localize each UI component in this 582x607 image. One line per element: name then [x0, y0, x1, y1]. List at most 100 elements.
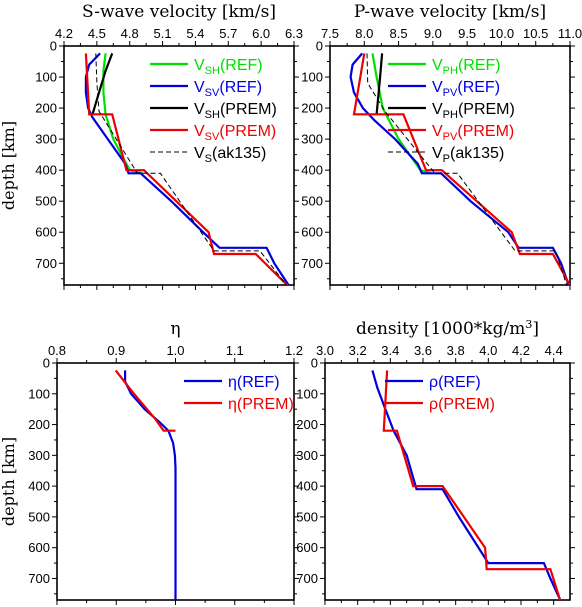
y-tick-label: 0	[50, 39, 57, 54]
x-tick-label: 3.0	[316, 343, 334, 358]
series-line-v-sv-prem-	[84, 53, 289, 285]
y-axis-label: depth [km]	[0, 437, 18, 526]
y-tick-label: 700	[28, 571, 50, 586]
y-tick-label: 200	[301, 101, 323, 116]
y-tick-label: 0	[43, 356, 50, 371]
series-line--ref-	[371, 370, 562, 600]
y-tick-label: 700	[301, 256, 323, 271]
legend-label: η(REF)	[228, 374, 280, 391]
legend-label: VPV(PREM)	[432, 123, 514, 143]
y-tick-label: 100	[296, 386, 318, 401]
legend-label: VPV(REF)	[432, 79, 500, 99]
x-tick-label: 1.0	[166, 343, 184, 358]
y-tick-label: 500	[35, 194, 57, 209]
legend-label: ρ(REF)	[429, 374, 481, 391]
x-tick-label: 0.8	[48, 343, 66, 358]
title-text: density [1000*kg/m	[356, 319, 525, 339]
y-tick-label: 400	[301, 163, 323, 178]
plot-frame	[329, 45, 571, 286]
x-tick-label: 11.0	[558, 26, 582, 41]
x-tick-label: 8.5	[390, 26, 408, 41]
series-line-v-ph-prem-	[375, 53, 384, 115]
series-line-v-pv-prem-	[352, 53, 570, 285]
x-tick-label: 5.7	[219, 26, 237, 41]
x-tick-label: 9.0	[424, 26, 442, 41]
y-tick-label: 600	[301, 225, 323, 240]
y-tick-label: 600	[28, 540, 50, 555]
x-tick-label: 4.2	[512, 343, 530, 358]
panel-1: S-wave velocity [km/s] 4.2 4.5 4.8 5.1 5.4 5.7…	[0, 2, 303, 290]
y-tick-label: 500	[301, 194, 323, 209]
x-tick-label: 4.0	[479, 343, 497, 358]
y-tick-label: 300	[35, 132, 57, 147]
series-line--ref-	[123, 370, 177, 600]
legend-label: VPH(REF)	[432, 57, 501, 77]
x-tick-label: 0.9	[107, 343, 125, 358]
x-tick-label: 6.0	[252, 26, 270, 41]
legend-label: VSH(PREM)	[194, 101, 277, 121]
x-tick-label: 7.5	[321, 26, 339, 41]
y-tick-label: 200	[35, 101, 57, 116]
x-tick-label: 5.4	[186, 26, 204, 41]
chart-title: density [1000*kg/m3]	[356, 318, 539, 339]
y-tick-label: 700	[296, 571, 318, 586]
legend-label: ρ(PREM)	[429, 396, 495, 413]
series-line-v-sh-prem-	[91, 53, 114, 115]
y-tick-label: 700	[35, 256, 57, 271]
y-tick-label: 600	[35, 225, 57, 240]
x-tick-label: 9.5	[458, 26, 476, 41]
y-tick-label: 400	[35, 163, 57, 178]
legend-label: VPH(PREM)	[432, 101, 515, 121]
panel-2: P-wave velocity [km/s] 7.5 8.0 8.5 9.0 9.5 10.…	[301, 2, 582, 290]
series-line--prem-	[382, 370, 562, 600]
x-tick-label: 3.4	[381, 343, 399, 358]
y-tick-label: 300	[301, 132, 323, 147]
y-tick-label: 500	[28, 509, 50, 524]
panel-3: η 0.8 0.9 1.0 1.1 1.2 0 100 200 300 400 500 600 700 de…	[0, 319, 303, 605]
x-tick-label: 1.1	[226, 343, 244, 358]
y-tick-label: 400	[28, 479, 50, 494]
y-tick-label: 100	[301, 70, 323, 85]
x-tick-label: 6.3	[285, 26, 303, 41]
x-tick-label: 4.8	[121, 26, 139, 41]
legend-label: VSH(REF)	[194, 57, 263, 77]
x-tick-label: 4.5	[88, 26, 106, 41]
x-tick-label: 10.0	[489, 26, 514, 41]
y-tick-label: 0	[316, 39, 323, 54]
x-tick-label: 4.4	[545, 343, 563, 358]
y-tick-label: 300	[296, 448, 318, 463]
y-tick-label: 300	[28, 448, 50, 463]
legend-label: VSV(REF)	[194, 79, 262, 99]
y-tick-label: 600	[296, 540, 318, 555]
y-tick-label: 400	[296, 479, 318, 494]
x-tick-label: 3.2	[349, 343, 367, 358]
series-line-v-pv-ref-	[349, 52, 570, 285]
chart-title: η	[170, 319, 180, 339]
x-tick-label: 3.8	[447, 343, 465, 358]
title-end: ]	[532, 319, 539, 339]
legend-label: η(PREM)	[228, 396, 294, 413]
x-tick-label: 10.5	[523, 26, 548, 41]
y-tick-label: 100	[28, 386, 50, 401]
series-line-v-s-ak135-	[95, 53, 287, 285]
y-tick-label: 500	[296, 509, 318, 524]
series-line--prem-	[114, 369, 176, 432]
legend-label: VS(ak135)	[194, 145, 266, 165]
x-tick-label: 5.1	[154, 26, 172, 41]
plot-frame	[324, 362, 571, 601]
y-axis-label: depth [km]	[0, 121, 18, 210]
panel-4: density [1000*kg/m3] 3.0 3.2 3.4 3.6 3.8 4.0 4.…	[296, 318, 575, 605]
x-tick-label: 4.2	[55, 26, 73, 41]
x-tick-label: 3.6	[414, 343, 432, 358]
x-tick-label: 1.2	[285, 343, 303, 358]
y-tick-label: 100	[35, 70, 57, 85]
series-line-v-ph-ref-	[371, 53, 432, 175]
y-tick-label: 0	[311, 356, 318, 371]
chart-title: P-wave velocity [km/s]	[354, 2, 546, 22]
y-tick-label: 200	[296, 417, 318, 432]
legend-label: VP(ak135)	[432, 145, 504, 165]
series-line-v-p-ak135-	[366, 53, 568, 285]
x-tick-label: 8.0	[355, 26, 373, 41]
y-tick-label: 200	[28, 417, 50, 432]
